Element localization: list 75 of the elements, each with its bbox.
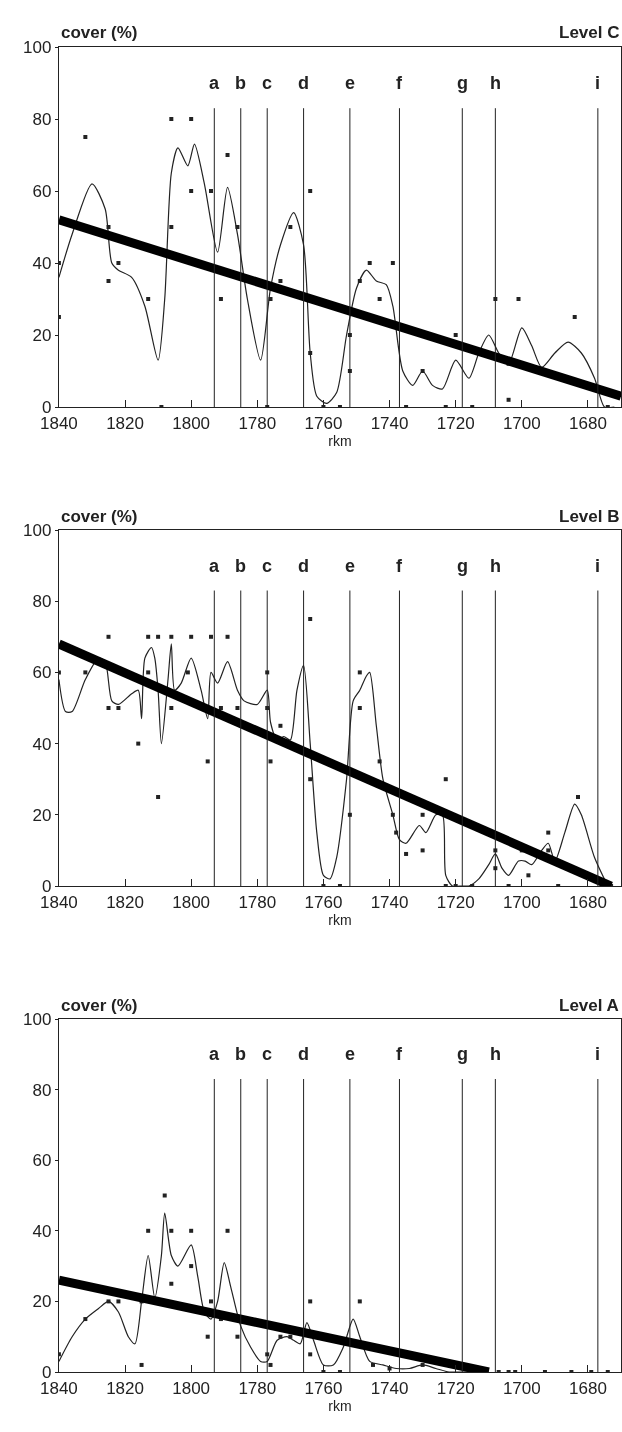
y-tick-label: 20 [32,325,52,345]
ref-line-label: g [457,556,468,576]
y-tick-label: 60 [32,181,52,201]
ref-line-label: h [490,1044,501,1064]
ref-line-label: a [209,73,220,93]
chart-title: Level B [559,507,620,526]
x-axis-title: rkm [328,432,352,449]
y-tick-label: 100 [23,1009,52,1029]
x-tick-label: 1700 [502,892,541,912]
ref-line-label: f [396,73,403,93]
y-tick-label: 80 [32,592,52,612]
ref-line-label: c [262,1044,273,1064]
x-tick-label: 1700 [502,413,541,433]
y-axis-title: cover (%) [61,996,138,1015]
x-tick-label: 1700 [502,1378,541,1398]
x-tick-label: 1740 [370,413,409,433]
ref-line-label: d [298,1044,309,1064]
x-tick-label: 1720 [436,892,475,912]
y-tick-label: 40 [32,1221,52,1241]
x-axis-title: rkm [328,1397,352,1414]
ref-line-label: d [298,556,309,576]
x-tick-label: 1680 [569,1378,607,1398]
y-tick-label: 60 [32,1151,52,1171]
ref-line-label: c [262,73,273,93]
ref-line-label: d [298,73,309,93]
y-tick-label: 80 [32,109,52,129]
y-tick-label: 80 [32,1080,52,1100]
ref-line-label: b [235,556,246,576]
x-tick-label: 1820 [106,413,144,433]
chart-title: Level C [559,23,620,42]
ref-line-label: e [345,73,356,93]
ref-line-label: a [209,556,220,576]
ref-line-label: i [595,73,601,93]
x-tick-label: 1800 [172,413,211,433]
ref-line-label: e [345,1044,356,1064]
x-tick-label: 1740 [370,892,409,912]
x-tick-label: 1760 [304,1378,343,1398]
ref-line-label: c [262,556,273,576]
y-tick-label: 20 [32,805,52,825]
chart-title: Level A [559,996,619,1015]
y-tick-label: 100 [23,520,52,540]
ref-line-label: i [595,556,601,576]
ref-line-label: g [457,1044,468,1064]
x-tick-label: 1780 [238,892,277,912]
y-tick-label: 40 [32,734,52,754]
ref-line-label: f [396,556,403,576]
y-axis-title: cover (%) [61,23,138,42]
ref-line-label: h [490,556,501,576]
x-tick-label: 1740 [370,1378,409,1398]
x-tick-label: 1760 [304,892,343,912]
y-tick-label: 40 [32,253,52,273]
x-tick-label: 1720 [436,413,475,433]
x-tick-label: 1720 [436,1378,475,1398]
x-tick-label: 1680 [569,892,607,912]
ref-line-label: f [396,1044,403,1064]
x-tick-label: 1800 [172,1378,211,1398]
ref-line-label: b [235,73,246,93]
x-tick-label: 1760 [304,413,343,433]
x-tick-label: 1820 [106,1378,144,1398]
x-tick-label: 1780 [238,413,277,433]
x-tick-label: 1780 [238,1378,277,1398]
y-tick-label: 20 [32,1292,52,1312]
y-tick-label: 60 [32,663,52,683]
y-axis-title: cover (%) [61,507,138,526]
ref-line-label: h [490,73,501,93]
ref-line-label: i [595,1044,601,1064]
x-tick-label: 1800 [172,892,211,912]
ref-line-label: b [235,1044,246,1064]
x-axis-title: rkm [328,911,352,928]
ref-line-label: g [457,73,468,93]
y-tick-label: 100 [23,37,52,57]
x-tick-label: 1820 [106,892,144,912]
ref-line-label: a [209,1044,220,1064]
ref-line-label: e [345,556,356,576]
x-tick-label: 1680 [569,413,607,433]
